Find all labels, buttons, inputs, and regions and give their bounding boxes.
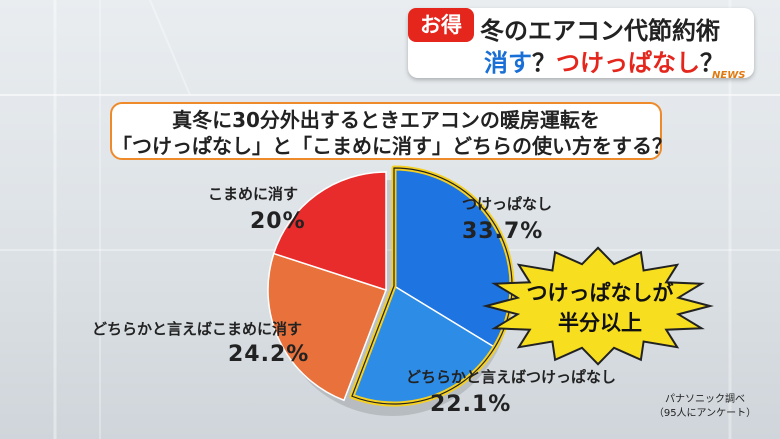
callout-line2: 半分以上 — [558, 311, 642, 335]
slice-label-dochira-tsuke: どちらかと言えばつけっぱなし — [406, 368, 617, 386]
source-line2: （95人にアンケート） — [653, 408, 757, 419]
headline-subtitle-q2: ？ — [700, 49, 724, 77]
callout-line1: つけっぱなしが — [526, 281, 674, 305]
source-line1: パナソニック調べ — [665, 394, 745, 405]
slice-value-tsukeppanashi: 33.7% — [462, 219, 544, 244]
slice-label-dochira-komame: どちらかと言えばこまめに消す — [92, 320, 303, 338]
news-watermark: NEWS — [712, 70, 746, 81]
question-box: 真冬に30分外出するときエアコンの暖房運転を 「つけっぱなし」と「こまめに消す」… — [110, 102, 672, 160]
slice-label-tsukeppanashi: つけっぱなし — [462, 195, 553, 213]
slice-value-dochira-tsuke: 22.1% — [430, 392, 512, 417]
question-line2: 「つけっぱなし」と「こまめに消す」どちらの使い方をする？ — [112, 134, 672, 158]
headline-subtitle-q1: ？ — [532, 49, 556, 77]
headline-subtitle-kesu: 消す — [484, 49, 532, 77]
question-line1: 真冬に30分外出するときエアコンの暖房運転を — [172, 108, 600, 132]
pie-slice-4 — [272, 171, 387, 292]
source-note: パナソニック調べ （95人にアンケート） — [640, 393, 770, 421]
headline-subtitle-tsukeppanashi: つけっぱなし — [556, 49, 700, 77]
callout-starburst — [482, 246, 714, 366]
headline-subtitle: 消す？つけっぱなし？ — [484, 43, 754, 78]
slice-label-komame: こまめに消す — [208, 185, 299, 203]
pie-slice-3 — [267, 252, 387, 402]
slice-value-dochira-komame: 24.2% — [228, 342, 310, 367]
slice-value-komame: 20% — [250, 209, 306, 234]
headline-title: 冬のエアコン代節約術 — [480, 17, 720, 45]
callout-text: つけっぱなしが 半分以上 — [520, 278, 680, 338]
otoku-badge: お得 — [408, 8, 474, 42]
